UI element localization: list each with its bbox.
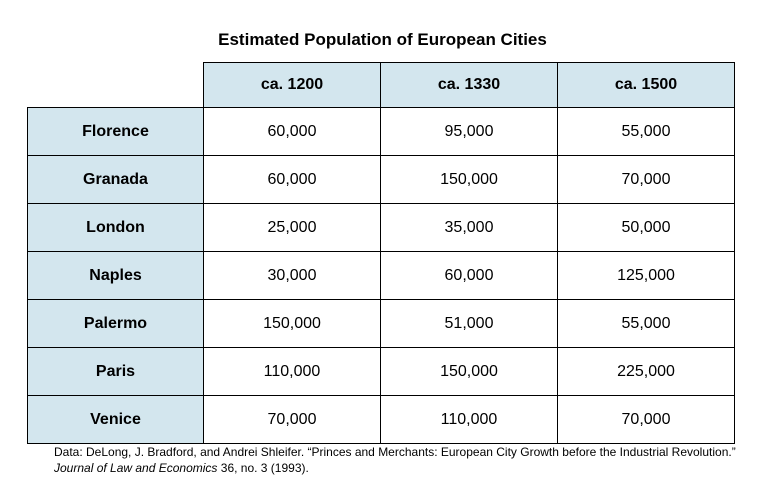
table-cell: 150,000	[203, 299, 381, 348]
table-row: Florence 60,000 95,000 55,000	[27, 107, 735, 156]
row-header: London	[27, 203, 204, 252]
table-row: Granada 60,000 150,000 70,000	[27, 155, 735, 204]
table-cell: 60,000	[380, 251, 558, 300]
table-cell: 30,000	[203, 251, 381, 300]
table-cell: 55,000	[557, 107, 735, 156]
journal-title: Journal of Law and Economics	[54, 461, 218, 475]
column-header: ca. 1330	[380, 62, 558, 108]
corner-cell	[27, 62, 204, 108]
table-cell: 25,000	[203, 203, 381, 252]
table-row: Venice 70,000 110,000 70,000	[27, 395, 735, 444]
source-citation: 36, no. 3 (1993).	[217, 461, 309, 475]
row-header: Paris	[27, 347, 204, 396]
table-cell: 70,000	[557, 155, 735, 204]
table-cell: 51,000	[380, 299, 558, 348]
row-header: Venice	[27, 395, 204, 444]
table-cell: 150,000	[380, 155, 558, 204]
table-cell: 60,000	[203, 155, 381, 204]
table-row: Paris 110,000 150,000 225,000	[27, 347, 735, 396]
table-row: Palermo 150,000 51,000 55,000	[27, 299, 735, 348]
population-table: ca. 1200 ca. 1330 ca. 1500 Florence 60,0…	[27, 62, 735, 444]
table-cell: 95,000	[380, 107, 558, 156]
row-header: Florence	[27, 107, 204, 156]
table-cell: 110,000	[203, 347, 381, 396]
table-row: London 25,000 35,000 50,000	[27, 203, 735, 252]
table-cell: 35,000	[380, 203, 558, 252]
row-header: Granada	[27, 155, 204, 204]
table-cell: 70,000	[557, 395, 735, 444]
table-title: Estimated Population of European Cities	[218, 30, 547, 49]
source-text: Data: DeLong, J. Bradford, and Andrei Sh…	[54, 445, 736, 459]
table-cell: 125,000	[557, 251, 735, 300]
table-cell: 110,000	[380, 395, 558, 444]
column-header: ca. 1200	[203, 62, 381, 108]
source-note: Data: DeLong, J. Bradford, and Andrei Sh…	[54, 444, 744, 476]
table-cell: 150,000	[380, 347, 558, 396]
table-cell: 50,000	[557, 203, 735, 252]
table-cell: 70,000	[203, 395, 381, 444]
table-row: Naples 30,000 60,000 125,000	[27, 251, 735, 300]
table-cell: 60,000	[203, 107, 381, 156]
row-header: Naples	[27, 251, 204, 300]
table-cell: 55,000	[557, 299, 735, 348]
column-header: ca. 1500	[557, 62, 735, 108]
header-row: ca. 1200 ca. 1330 ca. 1500	[27, 62, 735, 108]
table-cell: 225,000	[557, 347, 735, 396]
row-header: Palermo	[27, 299, 204, 348]
